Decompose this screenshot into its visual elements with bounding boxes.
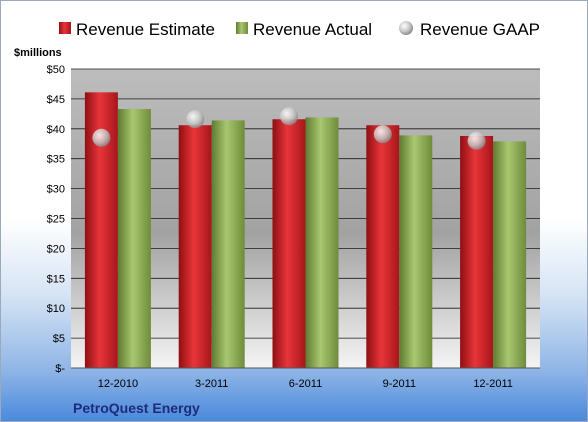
x-tick-label: 12-2011 <box>473 378 513 390</box>
marker-revenue-gaap <box>373 125 392 144</box>
bar-revenue-actual <box>117 109 151 368</box>
x-tick-label: 12-2010 <box>98 378 138 390</box>
y-tick-label: $25 <box>47 214 65 226</box>
y-axis-ticks: $- $5 $10 $15 $20 $25 $30 $35 $40 $45 $50 <box>47 64 66 375</box>
legend-label-actual: Revenue Actual <box>253 20 372 39</box>
legend-label-estimate: Revenue Estimate <box>76 20 215 39</box>
marker-revenue-gaap <box>280 107 298 126</box>
bar-revenue-estimate <box>272 119 306 369</box>
marker-revenue-gaap <box>186 110 205 129</box>
company-name: PetroQuest Energy <box>73 400 200 416</box>
y-tick-label: $35 <box>47 154 65 166</box>
bar-revenue-actual <box>399 135 433 368</box>
gaap-markers <box>92 107 486 150</box>
y-tick-label: $40 <box>47 124 65 136</box>
x-tick-label: 6-2011 <box>289 378 322 390</box>
y-tick-label: $- <box>55 363 65 375</box>
bar-revenue-estimate <box>178 125 212 368</box>
y-tick-label: $50 <box>47 64 65 76</box>
y-tick-label: $30 <box>47 184 65 196</box>
legend-swatch-estimate <box>59 22 71 34</box>
marker-revenue-gaap <box>467 131 486 150</box>
y-tick-label: $10 <box>47 303 65 315</box>
legend-swatch-gaap <box>399 21 413 35</box>
legend: Revenue Estimate Revenue Actual Revenue … <box>59 20 540 39</box>
x-axis-ticks: 12-2010 3-2011 6-2011 9-2011 12-2011 <box>98 378 513 390</box>
legend-label-gaap: Revenue GAAP <box>420 20 540 39</box>
x-tick-label: 9-2011 <box>383 378 416 390</box>
unit-label: $millions <box>14 47 62 59</box>
bar-revenue-actual <box>305 117 339 368</box>
y-tick-label: $20 <box>47 243 65 255</box>
y-tick-label: $45 <box>47 94 65 106</box>
bar-revenue-actual <box>493 141 527 368</box>
bar-revenue-estimate <box>366 125 400 368</box>
y-tick-label: $15 <box>47 273 65 285</box>
bar-revenue-actual <box>211 120 245 368</box>
bar-revenue-estimate <box>460 135 494 368</box>
bars <box>84 92 527 369</box>
y-tick-label: $5 <box>53 333 65 345</box>
legend-swatch-actual <box>236 22 248 34</box>
marker-revenue-gaap <box>92 128 111 147</box>
x-tick-label: 3-2011 <box>195 378 228 390</box>
